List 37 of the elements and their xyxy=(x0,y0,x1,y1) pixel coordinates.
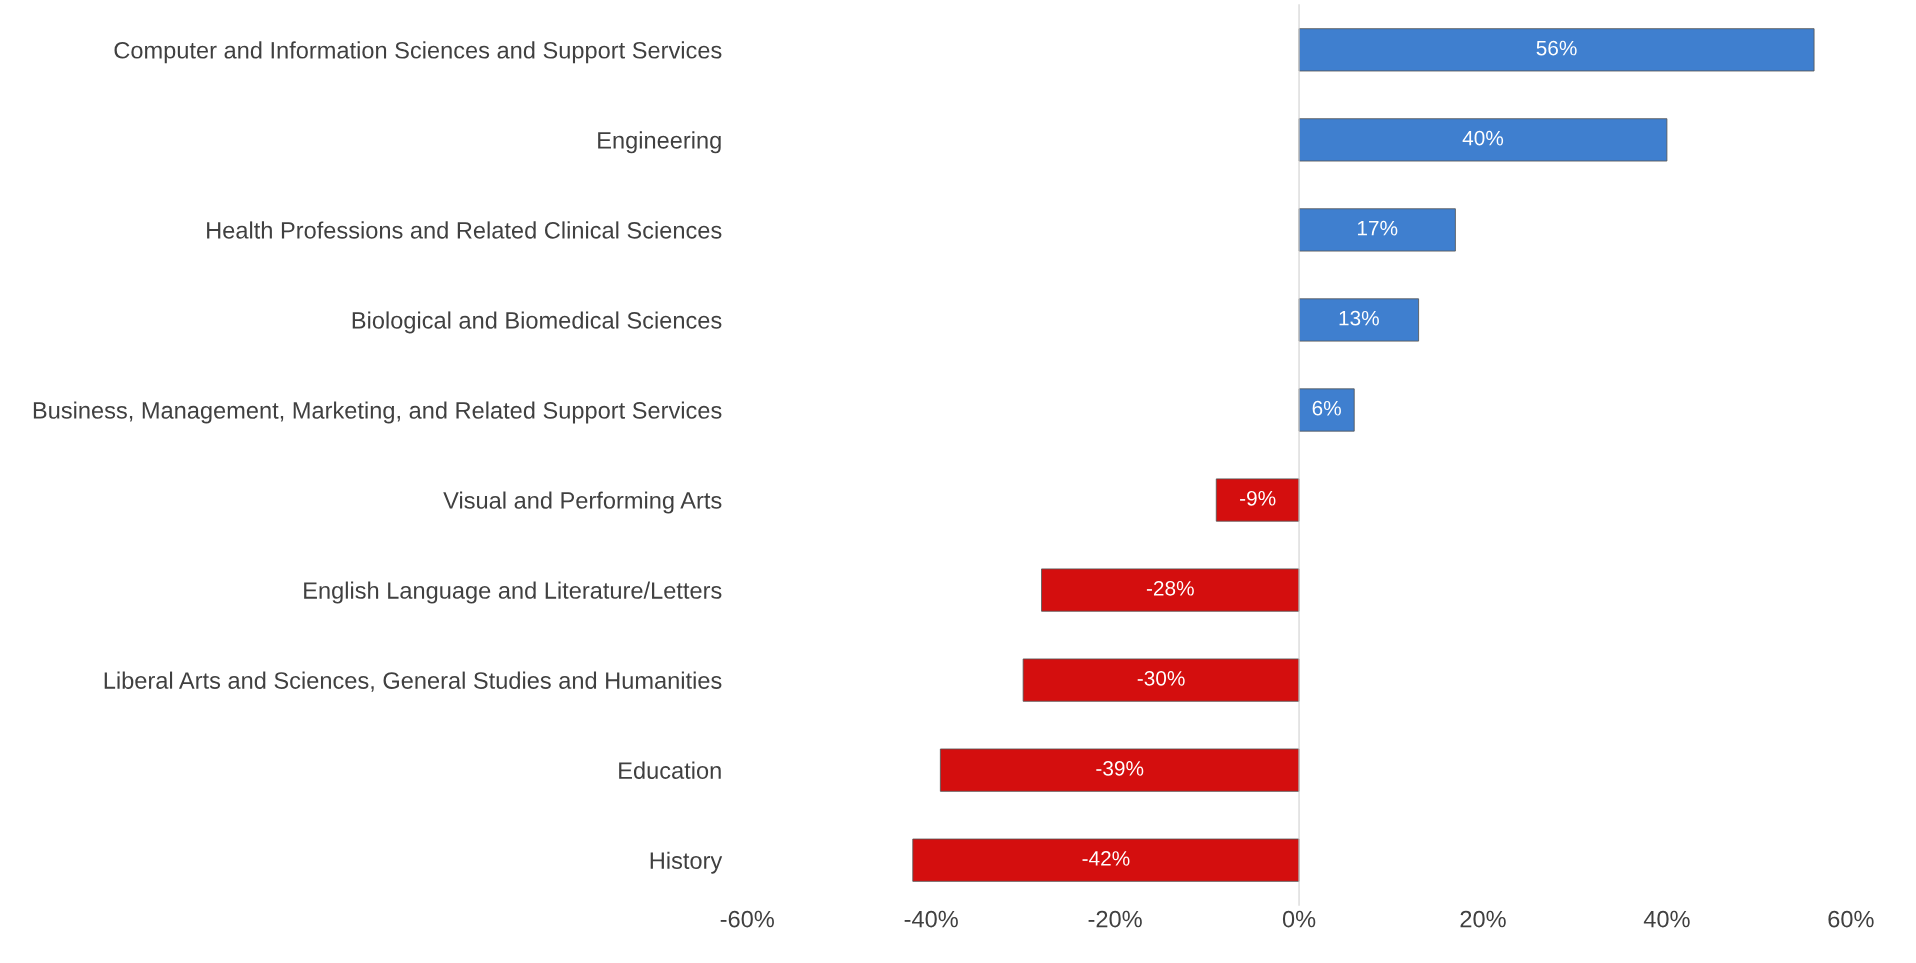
x-tick-label: 20% xyxy=(1460,910,1506,928)
data-label: 6% xyxy=(1312,400,1341,416)
data-label: -9% xyxy=(1240,490,1276,506)
bar xyxy=(1215,478,1300,522)
y-tick-label: Health Professions and Related Clinical Sciences xyxy=(207,221,722,239)
x-tick-label: 0% xyxy=(1282,910,1316,928)
bar xyxy=(1022,658,1300,702)
y-tick-label: English Language and Literature/Letters xyxy=(304,581,722,604)
x-tick-label: 60% xyxy=(1828,910,1874,928)
x-tick-label: -20% xyxy=(1088,910,1142,928)
bar xyxy=(1298,298,1420,342)
x-tick-label: 40% xyxy=(1643,910,1690,928)
y-tick-label: Engineering xyxy=(598,131,721,154)
x-tick-label: -60% xyxy=(720,910,774,928)
bar xyxy=(1298,28,1815,72)
data-label: 17% xyxy=(1357,220,1398,236)
bar xyxy=(1298,388,1355,432)
y-tick-label: Computer and Information Sciences and Support Services xyxy=(114,41,722,64)
y-tick-label: Liberal Arts and Sciences, General Studies and Humanities xyxy=(104,671,722,692)
bar xyxy=(1041,568,1300,612)
y-tick-label: Biological and Biomedical Sciences xyxy=(352,311,722,334)
y-tick-label: Visual and Performing Arts xyxy=(443,491,722,514)
bar xyxy=(939,748,1300,792)
y-tick-label: Education xyxy=(619,761,721,779)
data-label: -30% xyxy=(1137,670,1185,686)
bar xyxy=(1298,118,1668,162)
data-label: -28% xyxy=(1146,580,1194,596)
data-label: 40% xyxy=(1462,130,1504,146)
bar xyxy=(1298,208,1456,252)
data-label: 13% xyxy=(1339,310,1379,326)
bar xyxy=(912,838,1300,882)
data-label: 56% xyxy=(1536,40,1577,56)
y-tick-label: History xyxy=(650,851,723,874)
x-tick-label: -40% xyxy=(904,910,958,928)
data-label: -42% xyxy=(1082,851,1130,866)
data-label: -39% xyxy=(1096,761,1144,776)
y-tick-label: Business, Management, Marketing, and Related Support Services xyxy=(33,401,722,424)
